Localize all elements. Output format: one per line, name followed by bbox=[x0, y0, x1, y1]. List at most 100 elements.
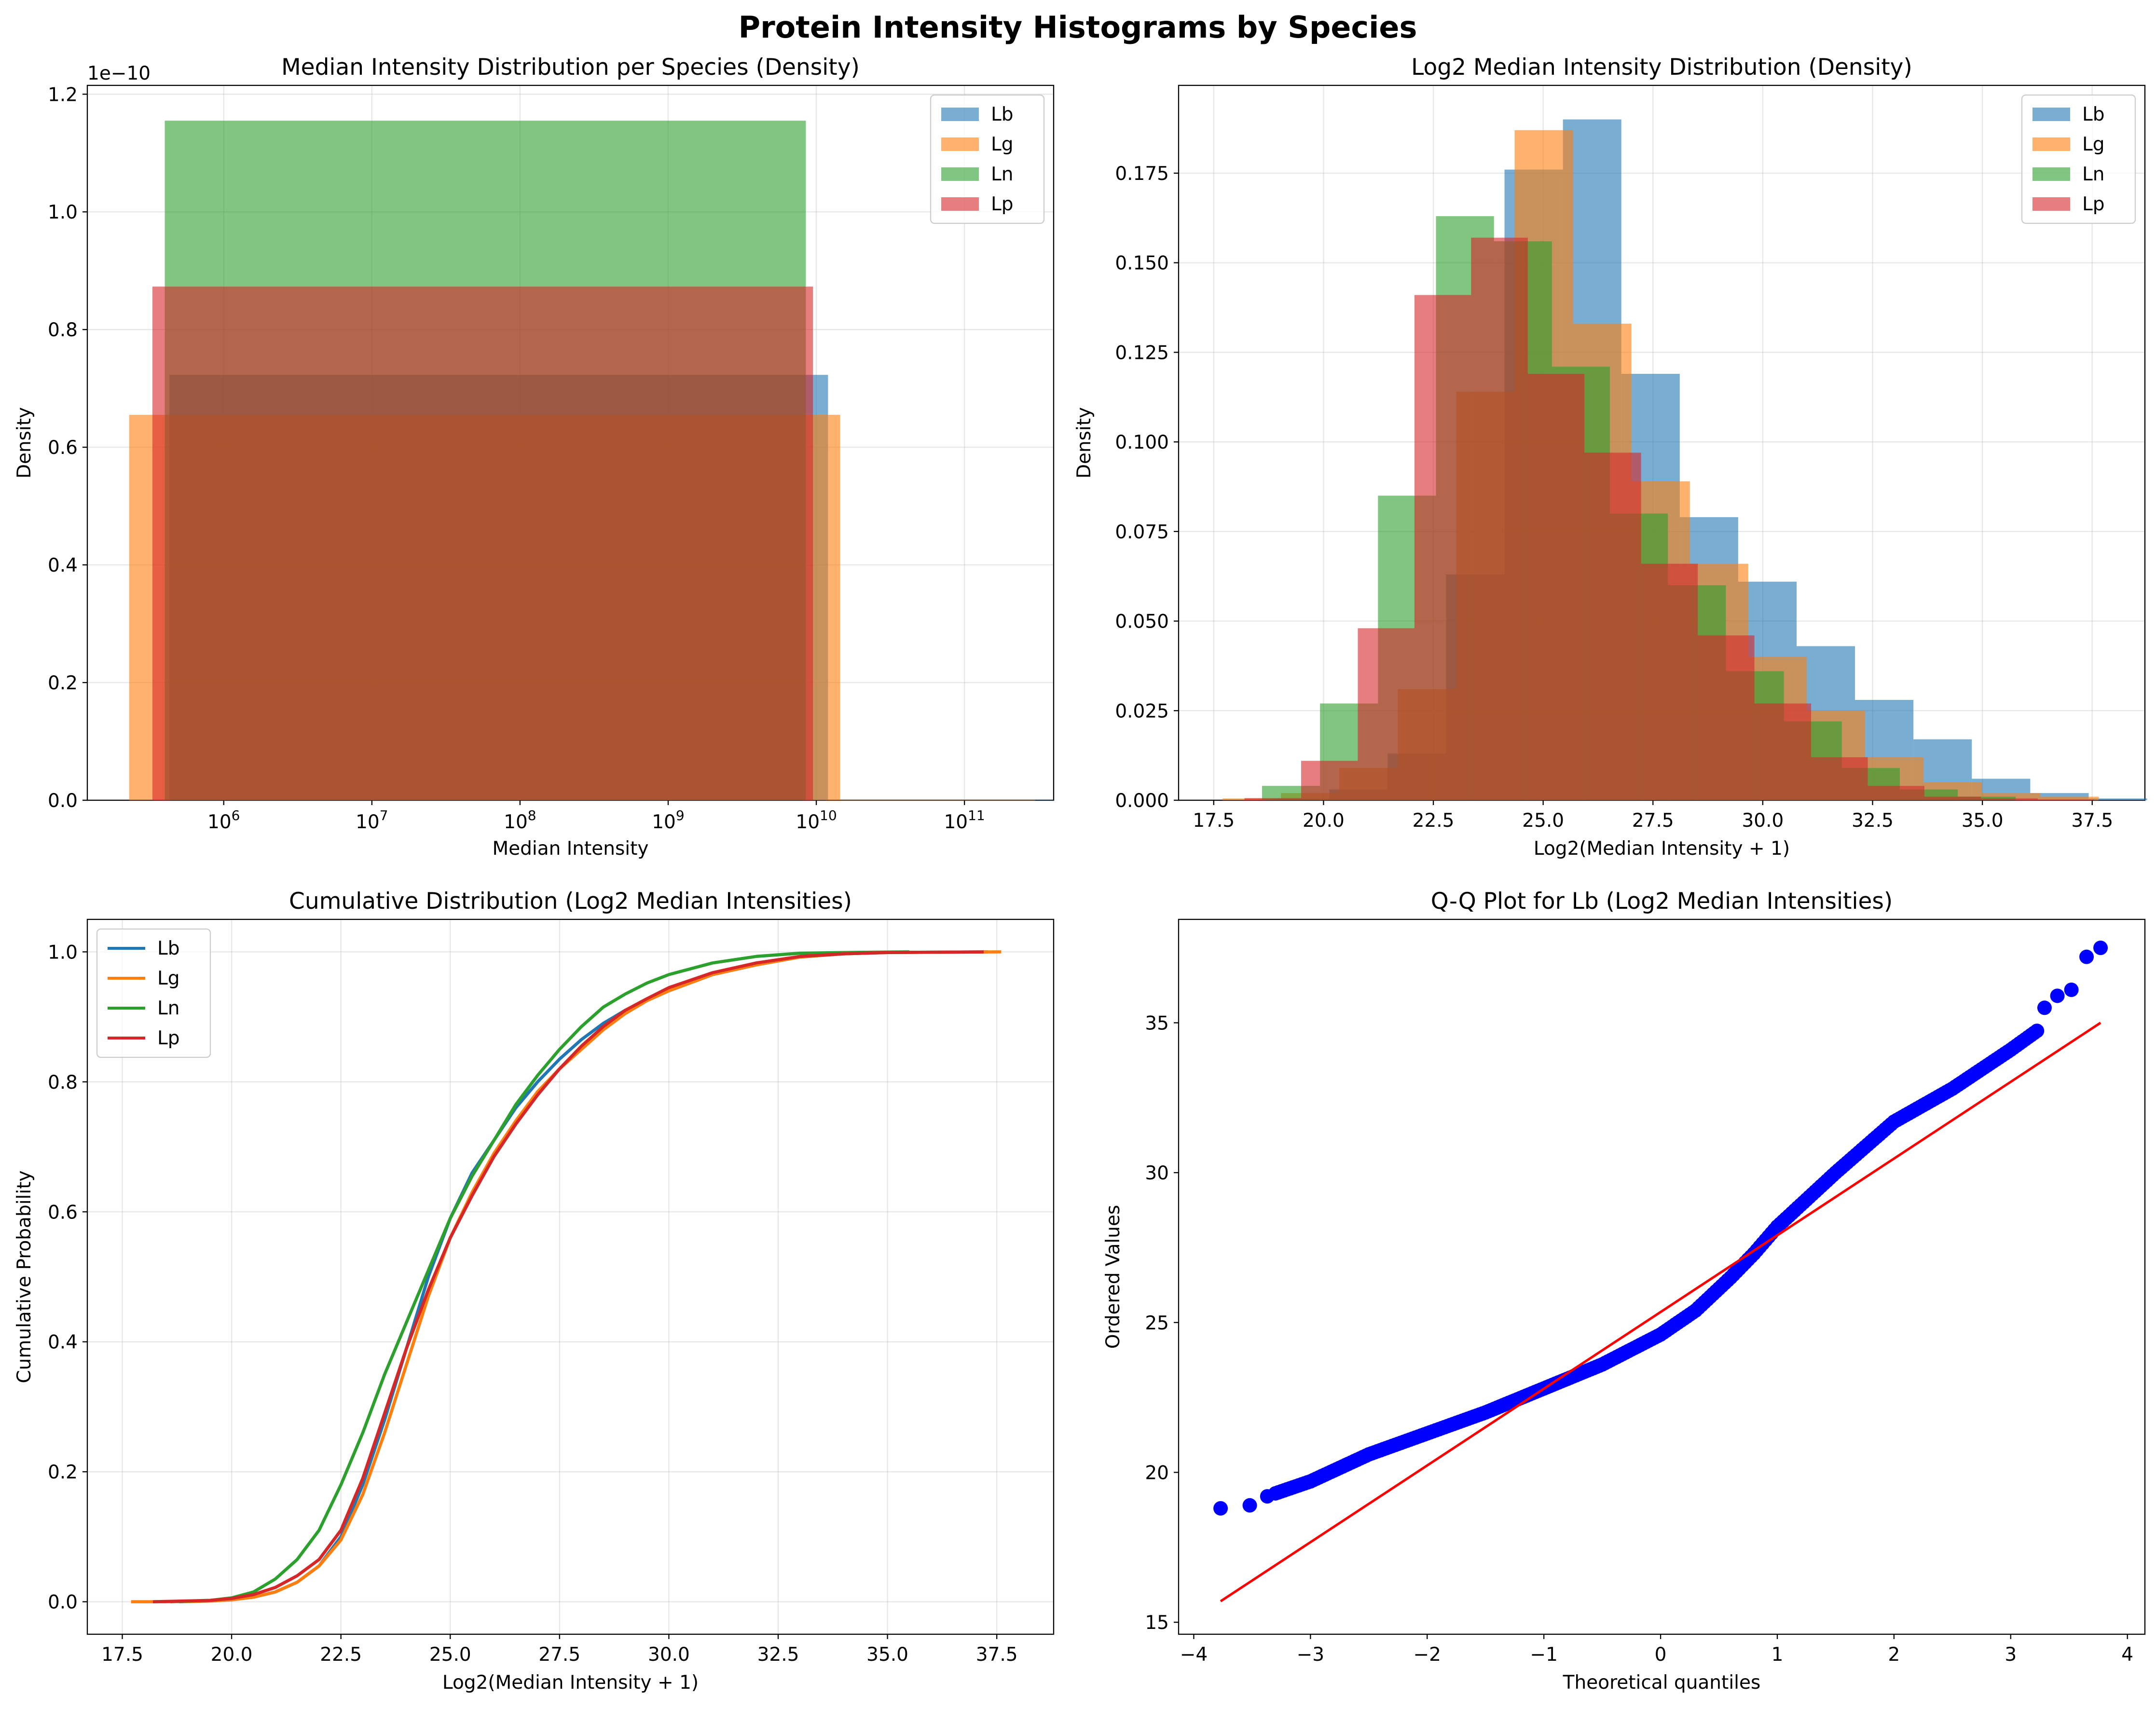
p3-ytick-label: 0.6 bbox=[48, 1202, 78, 1223]
p3-xtick-label: 22.5 bbox=[320, 1644, 362, 1666]
p4-point bbox=[1242, 1498, 1257, 1513]
p4-point bbox=[2064, 983, 2079, 998]
p4-xtick-label: −4 bbox=[1180, 1644, 1208, 1666]
p4-title: Q-Q Plot for Lb (Log2 Median Intensities… bbox=[1431, 888, 1893, 915]
p4-frame bbox=[1178, 918, 2146, 1635]
p1-xtick-label: 1010 bbox=[796, 807, 837, 833]
p3-legend: Lb Lg Ln Lp bbox=[96, 928, 211, 1058]
p2-title: Log2 Median Intensity Distribution (Dens… bbox=[1411, 54, 1912, 81]
p2-ytick-label: 0.125 bbox=[1115, 342, 1169, 364]
p2-bar-lp bbox=[1527, 374, 1585, 800]
p4-point bbox=[1260, 1489, 1275, 1504]
p3-xlabel: Log2(Median Intensity + 1) bbox=[442, 1672, 699, 1694]
p1-bar-lp bbox=[152, 287, 813, 801]
p4-xtick-label: −2 bbox=[1414, 1644, 1442, 1666]
p1-xtick-exp: 6 bbox=[232, 807, 240, 823]
p4-xlabel: Theoretical quantiles bbox=[1563, 1672, 1761, 1694]
p1-xtick-label: 106 bbox=[207, 807, 240, 833]
p4-ytick-label: 35 bbox=[1145, 1012, 1169, 1034]
p1-xtick-exp: 10 bbox=[820, 807, 837, 823]
p1-ytick-label: 0.4 bbox=[48, 555, 78, 576]
figure-title: Protein Intensity Histograms by Species bbox=[739, 10, 1417, 45]
p4-xtick-label: 3 bbox=[2005, 1644, 2017, 1666]
p4-point bbox=[1213, 1501, 1228, 1516]
p3-line-lg bbox=[131, 950, 1002, 1603]
p1-xtick-base: 10 bbox=[504, 811, 528, 833]
p2-ytick-label: 0.025 bbox=[1115, 700, 1169, 722]
p2-bar-lp bbox=[1868, 786, 1924, 800]
p4-xtick-label: 1 bbox=[1771, 1644, 1784, 1666]
p3-legend-label-lg: Lg bbox=[157, 968, 179, 989]
p4-xtick-label: −1 bbox=[1530, 1644, 1558, 1666]
p1-xtick-exp: 11 bbox=[968, 807, 985, 823]
p1-xtick-base: 10 bbox=[356, 811, 380, 833]
p2-legend-label-ln: Ln bbox=[2082, 164, 2104, 185]
p2-ytick-label: 0.100 bbox=[1115, 432, 1169, 453]
p2-ytick-label: 0.000 bbox=[1115, 790, 1169, 812]
p3-legend-label-lp: Lp bbox=[157, 1027, 179, 1049]
p3-xtick-label: 30.0 bbox=[648, 1644, 690, 1666]
p1-ytick-label: 0.0 bbox=[48, 790, 78, 812]
p3-xtick-label: 37.5 bbox=[976, 1644, 1018, 1666]
p1-legend-label-ln: Ln bbox=[991, 164, 1013, 185]
p1-legend-swatch-ln bbox=[941, 167, 979, 181]
p2-ytick-label: 0.050 bbox=[1115, 611, 1169, 633]
p3-line-ln bbox=[170, 950, 909, 1603]
p2-legend-swatch-lb bbox=[2032, 108, 2070, 121]
p3-legend-label-ln: Ln bbox=[157, 998, 179, 1019]
p4-point bbox=[2050, 988, 2065, 1003]
p3-title: Cumulative Distribution (Log2 Median Int… bbox=[289, 888, 852, 915]
p2-xtick-label: 20.0 bbox=[1303, 810, 1345, 832]
p4-ylabel: Ordered Values bbox=[1102, 1205, 1124, 1349]
p1-ytick-label: 0.8 bbox=[48, 319, 78, 341]
p1-ytick-label: 1.0 bbox=[48, 202, 78, 223]
p1-xlabel: Median Intensity bbox=[493, 838, 649, 860]
p3-xtick-label: 32.5 bbox=[757, 1644, 799, 1666]
p1-legend-label-lg: Lg bbox=[991, 134, 1013, 155]
p4-ytick-label: 25 bbox=[1145, 1313, 1169, 1334]
p1-legend-box bbox=[930, 94, 1045, 224]
p3-xtick-label: 20.0 bbox=[211, 1644, 253, 1666]
p2-bar-lp bbox=[1301, 761, 1358, 800]
p1-xtick-base: 10 bbox=[652, 811, 676, 833]
p1-title: Median Intensity Distribution per Specie… bbox=[281, 54, 860, 81]
p2-legend-box bbox=[2021, 94, 2136, 224]
p3-xtick-label: 35.0 bbox=[866, 1644, 908, 1666]
p2-ytick-label: 0.150 bbox=[1115, 253, 1169, 274]
p2-legend-label-lp: Lp bbox=[2082, 193, 2104, 215]
p4-xtick-label: 0 bbox=[1655, 1644, 1667, 1666]
p3-line-lp bbox=[152, 950, 984, 1603]
p1-xtick-base: 10 bbox=[207, 811, 232, 833]
p1-xtick-exp: 9 bbox=[676, 807, 685, 823]
p4-xtick-label: −3 bbox=[1297, 1644, 1325, 1666]
p2-xlabel: Log2(Median Intensity + 1) bbox=[1534, 838, 1790, 860]
p4-ytick-label: 20 bbox=[1145, 1462, 1169, 1484]
p2-bar-lp bbox=[1244, 798, 1302, 800]
p1-legend-swatch-lg bbox=[941, 137, 979, 151]
p3-xtick-label: 17.5 bbox=[101, 1644, 143, 1666]
p2-ytick-label: 0.175 bbox=[1115, 163, 1169, 185]
p2-xtick-label: 35.0 bbox=[1962, 810, 2004, 832]
p1-y-offset: 1e−10 bbox=[87, 63, 151, 84]
p1-bar-lg bbox=[840, 800, 1035, 801]
p4-plot-area bbox=[1213, 941, 2108, 1602]
p4-point bbox=[2093, 941, 2108, 956]
p1-xtick-label: 107 bbox=[356, 807, 388, 833]
p2-xtick-label: 27.5 bbox=[1632, 810, 1674, 832]
p2-legend: Lb Lg Ln Lp bbox=[2021, 94, 2136, 224]
p1-xtick-label: 109 bbox=[652, 807, 684, 833]
p1-legend-swatch-lb bbox=[941, 108, 979, 121]
p2-xtick-label: 22.5 bbox=[1413, 810, 1455, 832]
p3-axes: 17.5 20.0 22.5 25.0 27.5 30.0 32.5 35.0 37.5 0.0 0… bbox=[14, 888, 1055, 1694]
p2-legend-swatch-ln bbox=[2032, 167, 2070, 181]
p3-frame bbox=[86, 918, 1055, 1635]
p2-bar-lp bbox=[1471, 237, 1528, 800]
p3-legend-box bbox=[96, 928, 211, 1058]
p3-ytick-label: 0.2 bbox=[48, 1462, 78, 1483]
p4-xtick-label: 2 bbox=[1888, 1644, 1900, 1666]
p2-legend-swatch-lp bbox=[2032, 197, 2070, 211]
p1-legend-label-lp: Lp bbox=[991, 193, 1013, 215]
p1-ytick-label: 1.2 bbox=[48, 84, 78, 106]
p2-xtick-label: 30.0 bbox=[1742, 810, 1784, 832]
p1-legend: Lb Lg Ln Lp bbox=[930, 94, 1045, 224]
